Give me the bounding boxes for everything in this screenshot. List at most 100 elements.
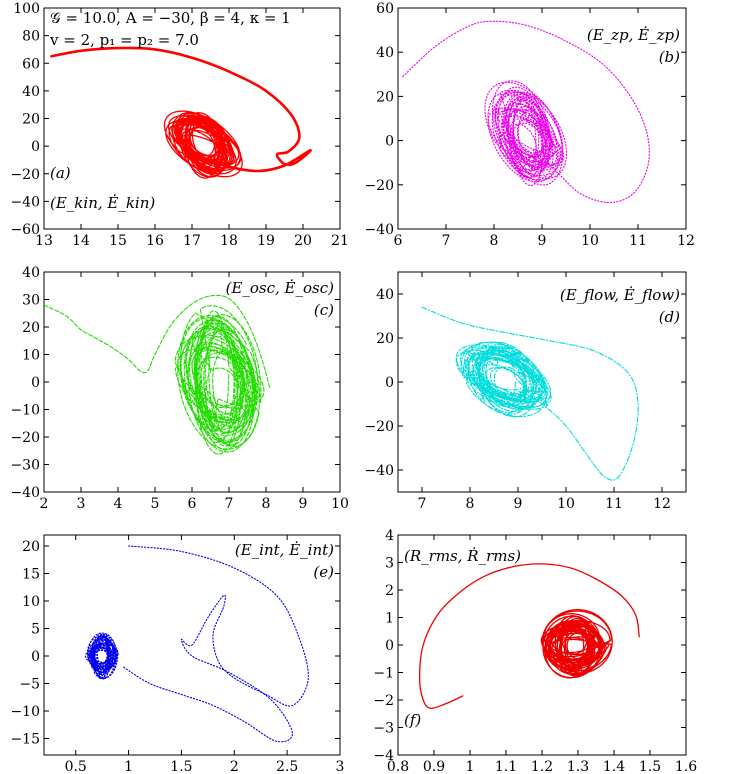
x-tick-label: 11: [629, 233, 647, 249]
y-tick-label: 100: [13, 1, 40, 17]
x-tick-label: 1.3: [567, 759, 589, 774]
y-tick-label: 20: [376, 331, 394, 347]
panel-e: 0.5 1 1.5 2 2.5 3 −15 −10 −5 0 5 10 15 20 (E_int, Ė_in…: [10, 534, 345, 774]
panel-label: (a): [50, 164, 71, 182]
x-tick-label: 2: [230, 759, 239, 774]
x-tick-label: 11: [605, 496, 623, 512]
series-transient-d: [421, 306, 639, 481]
x-tick-label: 6: [188, 496, 197, 512]
x-tick-label: 4: [114, 496, 123, 512]
panel-b: 6 7 8 9 10 11 12 −40 −20 0 20 40 60 (E_zp, Ė_zp) (b): [364, 1, 694, 249]
axis-label: (E_zp, Ė_zp): [587, 26, 680, 44]
y-tick-label: 0: [385, 134, 394, 150]
panel-c: 2 3 4 5 6 7 8 9 10 −40 −30 −20 −10 0 10 20 30 40 (E_osc, Ė…: [10, 265, 348, 512]
y-tick-label: −2: [373, 693, 394, 709]
panel-label: (f): [404, 711, 421, 729]
x-tick-label: 3: [336, 759, 345, 774]
x-tick-label: 8: [262, 496, 271, 512]
y-tick-label: −30: [10, 458, 40, 474]
x-tick-label: 20: [294, 233, 312, 249]
y-tick-label: 40: [376, 45, 394, 61]
x-tick-label: 2.5: [276, 759, 298, 774]
y-tick-label: −20: [364, 419, 394, 435]
y-tick-label: −40: [364, 463, 394, 479]
y-tick-label: −10: [10, 704, 40, 720]
y-tick-label: 0: [31, 375, 40, 391]
y-tick-label: 0: [385, 638, 394, 654]
y-tick-label: 40: [22, 84, 40, 100]
series-attractor-e: [84, 632, 119, 680]
x-tick-label: 12: [653, 496, 671, 512]
axis-label: (E_int, Ė_int): [235, 541, 334, 559]
x-tick-label: 14: [72, 233, 90, 249]
x-tick-label: 7: [442, 233, 451, 249]
x-tick-label: 21: [331, 233, 349, 249]
x-tick-label: 3: [77, 496, 86, 512]
panel-label: (e): [313, 563, 334, 581]
x-tick-label: 0.9: [423, 759, 445, 774]
x-tick-label: 12: [677, 233, 695, 249]
x-tick-label: 6: [394, 233, 403, 249]
x-tick-label: 1.5: [639, 759, 661, 774]
x-tick-label: 9: [538, 233, 547, 249]
panel-label: (b): [659, 48, 680, 66]
y-tick-label: −60: [10, 222, 40, 238]
x-tick-label: 10: [331, 496, 349, 512]
series-transient-f: [418, 563, 640, 710]
series-transient-a: [50, 46, 312, 173]
x-tick-label: 0.5: [65, 759, 87, 774]
axis-label: (E_osc, Ė_osc): [226, 279, 335, 297]
y-tick-label: 20: [22, 112, 40, 128]
y-tick-label: 3: [385, 556, 394, 572]
y-tick-label: −1: [373, 666, 394, 682]
y-tick-label: 0: [31, 139, 40, 155]
y-tick-label: 20: [22, 539, 40, 555]
y-tick-label: 1: [385, 611, 394, 627]
axis-label: (E_kin, Ė_kin): [50, 194, 155, 212]
axis-label: (R_rms, Ṙ_rms): [404, 547, 521, 565]
panel-f: 0.8 0.9 1 1.1 1.2 1.3 1.4 1.5 1.6 −4 −3 −2 −1 0 1 2 3 4 (R…: [373, 528, 697, 774]
y-tick-label: 20: [376, 89, 394, 105]
y-tick-label: −5: [19, 677, 40, 693]
series-transient-e: [122, 545, 309, 743]
y-tick-label: −4: [373, 748, 394, 764]
x-tick-label: 18: [220, 233, 238, 249]
x-tick-label: 8: [466, 496, 475, 512]
x-tick-label: 0.8: [387, 759, 409, 774]
series-attractor-c: [174, 305, 265, 455]
panel-label: (c): [314, 301, 334, 319]
y-tick-label: 0: [31, 649, 40, 665]
x-tick-label: 17: [183, 233, 201, 249]
y-tick-label: −20: [10, 167, 40, 183]
y-tick-label: 20: [22, 320, 40, 336]
y-tick-label: −40: [10, 194, 40, 210]
x-tick-label: 9: [299, 496, 308, 512]
series-attractor-d: [455, 341, 552, 418]
series-attractor-f: [540, 608, 613, 679]
x-tick-label: 2: [40, 496, 49, 512]
panel-label: (d): [659, 308, 680, 326]
params-line-2: v = 2, p₁ = p₂ = 7.0: [49, 31, 199, 49]
y-tick-label: −10: [10, 403, 40, 419]
x-tick-label: 9: [514, 496, 523, 512]
y-tick-label: −20: [10, 430, 40, 446]
params-line-1: 𝒢 = 10.0, A = −30, β = 4, κ = 1: [50, 9, 291, 27]
y-tick-label: −15: [10, 732, 40, 748]
x-tick-label: 8: [490, 233, 499, 249]
plot-frame: [43, 534, 341, 756]
y-tick-label: 60: [376, 1, 394, 17]
y-tick-label: 4: [385, 528, 394, 544]
x-tick-label: 1.1: [495, 759, 517, 774]
y-tick-label: −40: [10, 485, 40, 501]
y-tick-label: 5: [31, 622, 40, 638]
y-tick-label: −3: [373, 721, 394, 737]
x-tick-label: 10: [557, 496, 575, 512]
y-tick-label: 10: [22, 348, 40, 364]
axis-label: (E_flow, Ė_flow): [560, 286, 680, 304]
y-tick-label: 2: [385, 583, 394, 599]
panel-d: 7 8 9 10 11 12 −40 −20 0 20 40 (E_flow, Ė_flow) (d): [364, 271, 687, 512]
y-tick-label: −40: [364, 222, 394, 238]
x-tick-label: 7: [225, 496, 234, 512]
series-transient-c: [44, 294, 271, 389]
plot-frame: [43, 271, 341, 493]
